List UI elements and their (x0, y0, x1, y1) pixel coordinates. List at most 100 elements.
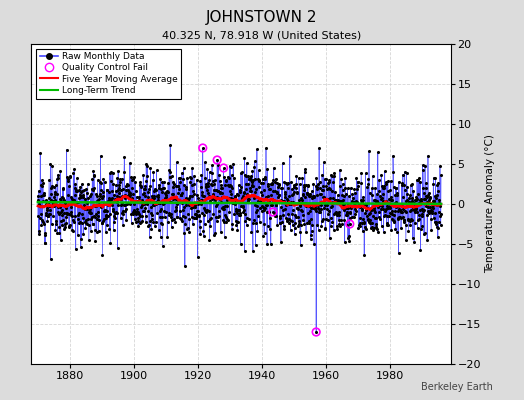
Point (232, 208, 241, 215)
Point (241, 218, 249, 224)
Point (232, 222, 241, 228)
Point (424, 197, 433, 203)
Point (217, 229, 225, 236)
Point (156, 176, 165, 182)
Point (188, 193, 196, 200)
Point (410, 238, 418, 245)
Point (302, 191, 311, 198)
Point (142, 160, 150, 167)
Point (342, 190, 350, 197)
Point (183, 225, 192, 232)
Point (171, 183, 180, 189)
Point (99, 218, 107, 224)
Point (201, 206, 210, 213)
Point (310, 241, 318, 248)
Point (278, 218, 287, 225)
Point (52, 202, 61, 208)
Point (251, 175, 259, 182)
Point (127, 211, 135, 218)
Point (348, 195, 357, 202)
Point (319, 182, 327, 189)
Point (241, 248, 249, 254)
Point (249, 248, 257, 254)
Point (263, 166, 271, 172)
Point (259, 204, 267, 210)
Point (421, 203, 430, 210)
Point (156, 214, 164, 220)
Point (82, 186, 91, 192)
Point (395, 213, 403, 220)
Point (315, 179, 324, 185)
Point (288, 186, 296, 192)
Point (57, 198, 66, 204)
Point (211, 197, 219, 204)
Point (68, 195, 77, 202)
Point (415, 216, 423, 222)
Point (341, 185, 350, 192)
Point (207, 194, 215, 200)
Point (387, 197, 396, 204)
Point (58, 194, 66, 200)
Point (136, 179, 144, 185)
Point (197, 172, 205, 178)
Point (74, 210, 83, 216)
Point (369, 227, 377, 234)
Point (60, 210, 68, 216)
Point (403, 190, 412, 197)
Point (150, 202, 159, 208)
Point (375, 177, 384, 183)
Point (90, 172, 98, 178)
Point (367, 224, 376, 230)
Point (359, 215, 367, 222)
Point (226, 164, 235, 170)
Point (55, 230, 63, 236)
Point (363, 213, 372, 219)
Point (376, 202, 384, 208)
Point (81, 224, 90, 231)
Point (425, 194, 434, 200)
Point (238, 204, 247, 210)
Point (432, 221, 441, 227)
Point (313, 185, 321, 192)
Point (418, 205, 427, 212)
Point (210, 186, 218, 193)
Point (49, 203, 58, 209)
Point (159, 201, 168, 207)
Point (178, 218, 187, 224)
Point (347, 205, 355, 211)
Point (193, 208, 202, 214)
Point (106, 240, 115, 246)
Point (54, 211, 63, 217)
Point (163, 189, 172, 195)
Point (92, 198, 101, 204)
Point (90, 172, 99, 179)
Point (249, 182, 258, 189)
Point (293, 190, 301, 196)
Point (386, 202, 395, 209)
Point (62, 210, 70, 216)
Point (377, 206, 385, 212)
Point (405, 195, 413, 201)
Point (334, 217, 343, 223)
Point (407, 207, 415, 213)
Point (321, 225, 330, 231)
Point (236, 189, 244, 195)
Point (270, 213, 279, 220)
Point (161, 189, 170, 195)
Point (414, 191, 422, 197)
Point (192, 214, 200, 221)
Point (224, 196, 232, 202)
Point (51, 196, 59, 203)
Point (248, 183, 256, 189)
Point (355, 222, 363, 228)
Point (234, 182, 243, 188)
Point (398, 208, 406, 215)
Point (358, 206, 366, 213)
Point (40, 221, 48, 227)
Point (46, 161, 54, 167)
Point (290, 182, 298, 188)
Point (101, 207, 110, 214)
Point (56, 218, 64, 224)
Point (291, 212, 299, 218)
Point (122, 187, 130, 194)
